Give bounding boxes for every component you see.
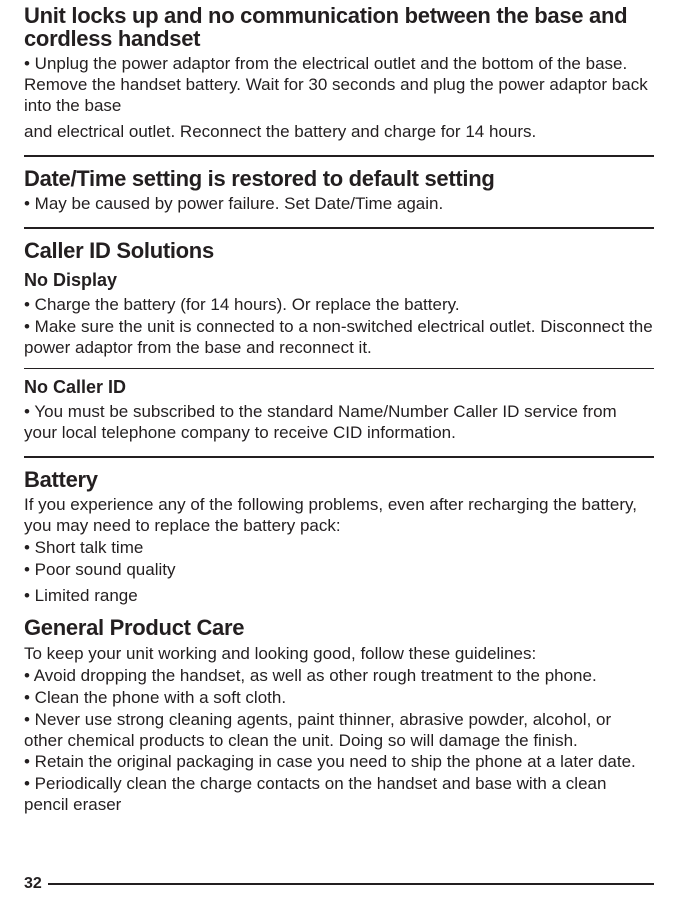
- body-text: • Charge the battery (for 14 hours). Or …: [24, 295, 654, 316]
- bullet-item: • Never use strong cleaning agents, pain…: [24, 710, 654, 751]
- section-title: Battery: [24, 468, 654, 491]
- page: Unit locks up and no communication betwe…: [0, 4, 678, 919]
- footer-rule: [48, 883, 654, 886]
- section-title: Caller ID Solutions: [24, 239, 654, 262]
- intro-text: To keep your unit working and looking go…: [24, 644, 654, 665]
- divider: [24, 456, 654, 458]
- body-text: • May be caused by power failure. Set Da…: [24, 194, 654, 215]
- divider: [24, 155, 654, 157]
- page-footer: 32: [24, 875, 654, 893]
- page-number-line: 32: [24, 875, 654, 893]
- section-title: General Product Care: [24, 616, 654, 639]
- bullet-item: • Retain the original packaging in case …: [24, 752, 654, 773]
- section-unit-locks: Unit locks up and no communication betwe…: [24, 4, 654, 143]
- page-number: 32: [24, 875, 48, 893]
- section-battery: Battery If you experience any of the fol…: [24, 468, 654, 607]
- section-title: Unit locks up and no communication betwe…: [24, 4, 654, 50]
- bullet-item: • Poor sound quality: [24, 560, 654, 581]
- section-title: Date/Time setting is restored to default…: [24, 167, 654, 190]
- body-text: • Make sure the unit is connected to a n…: [24, 317, 654, 358]
- section-product-care: General Product Care To keep your unit w…: [24, 616, 654, 815]
- bullet-item: • Limited range: [24, 586, 654, 607]
- divider: [24, 227, 654, 229]
- section-date-time: Date/Time setting is restored to default…: [24, 167, 654, 215]
- section-caller-id: Caller ID Solutions No Display • Charge …: [24, 239, 654, 444]
- bullet-item: • Avoid dropping the handset, as well as…: [24, 666, 654, 687]
- body-text: and electrical outlet. Reconnect the bat…: [24, 122, 654, 143]
- bullet-item: • Clean the phone with a soft cloth.: [24, 688, 654, 709]
- body-text: • You must be subscribed to the standard…: [24, 402, 654, 443]
- bullet-item: • Short talk time: [24, 538, 654, 559]
- sub-title-no-display: No Display: [24, 270, 654, 291]
- sub-title-no-caller-id: No Caller ID: [24, 377, 654, 398]
- body-text: • Unplug the power adaptor from the elec…: [24, 54, 654, 116]
- intro-text: If you experience any of the following p…: [24, 495, 654, 536]
- bullet-item: • Periodically clean the charge contacts…: [24, 774, 654, 815]
- divider: [24, 368, 654, 369]
